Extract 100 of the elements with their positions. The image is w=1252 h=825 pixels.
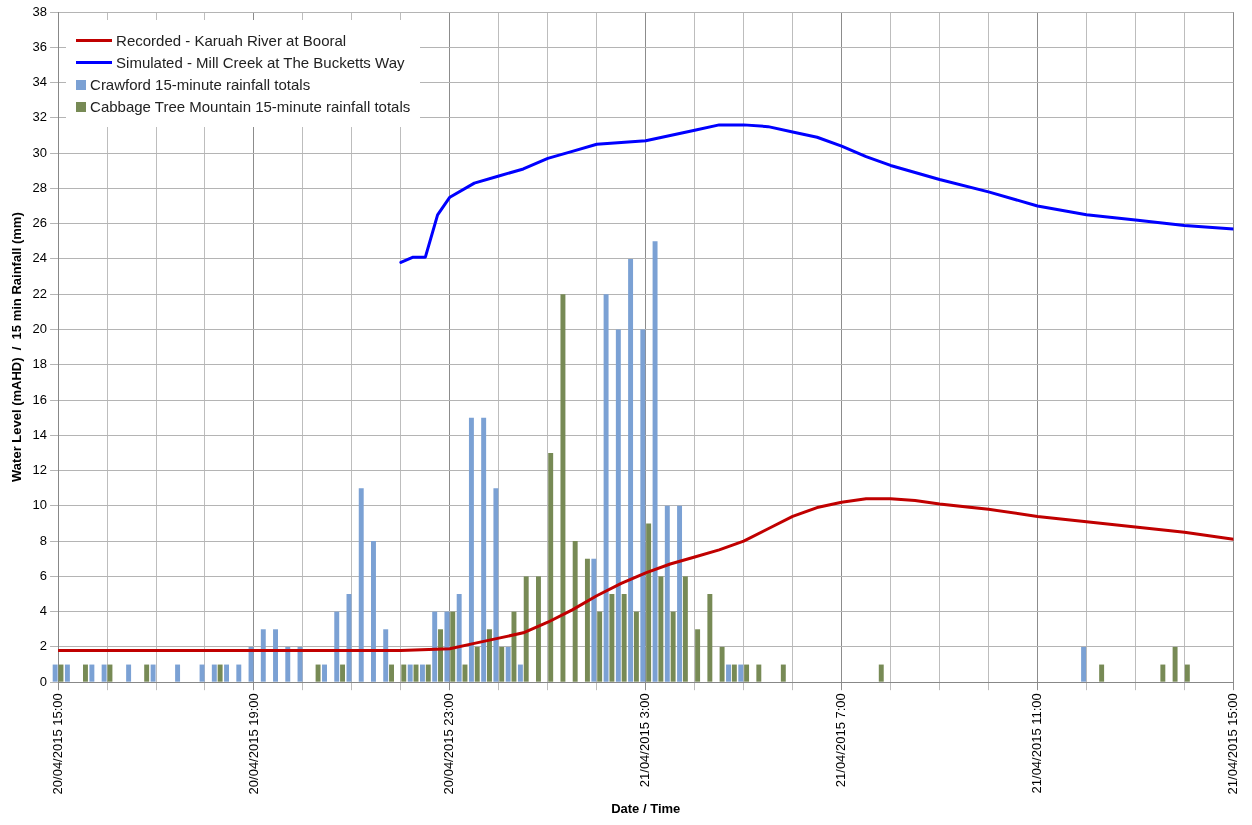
bar [438, 629, 443, 682]
bar [199, 664, 205, 682]
bar [572, 541, 578, 682]
x-tick-label: 20/04/2015 15:00 [49, 693, 65, 795]
bar [383, 629, 389, 682]
legend-label: Simulated - Mill Creek at The Bucketts Way [116, 54, 405, 71]
bar [334, 611, 340, 682]
bar [89, 664, 95, 682]
bar [695, 629, 701, 682]
bar [603, 294, 609, 682]
bar [517, 664, 523, 682]
bar [591, 558, 597, 682]
bar [633, 611, 639, 682]
bar [640, 329, 646, 682]
bar [371, 541, 376, 682]
bar [273, 629, 278, 682]
bar [780, 664, 786, 682]
bar [719, 646, 725, 682]
bar [597, 611, 603, 682]
bar [707, 594, 713, 682]
x-tick-label: 21/04/2015 15:00 [1224, 693, 1240, 795]
y-tick-label: 2 [39, 638, 48, 654]
x-tick-label: 20/04/2015 23:00 [441, 693, 457, 795]
bar [52, 664, 58, 682]
legend-label: Crawford 15-minute rainfall totals [90, 76, 311, 93]
y-tick-label: 12 [32, 462, 48, 478]
bar [175, 664, 181, 682]
bar [1184, 664, 1190, 682]
legend-label: Recorded - Karuah River at Booral [116, 32, 347, 49]
bar [425, 664, 431, 682]
y-tick-label: 4 [39, 603, 48, 619]
bar [652, 241, 658, 682]
y-tick-label: 18 [32, 356, 48, 372]
y-tick-label: 10 [32, 497, 48, 513]
y-tick-label: 22 [32, 285, 48, 301]
bar [511, 611, 517, 682]
bar [560, 294, 566, 682]
bar [126, 664, 132, 682]
legend-label: Cabbage Tree Mountain 15-minute rainfall totals [90, 98, 411, 115]
bar [101, 664, 107, 682]
x-tick-label: 20/04/2015 19:00 [245, 693, 261, 795]
bar [224, 664, 230, 682]
bar [682, 576, 688, 682]
bar [419, 664, 425, 682]
bar [548, 452, 554, 682]
bar [389, 664, 394, 682]
y-axis-title: Water Level (mAHD) / 15 min Rainfall (mm) [9, 212, 25, 482]
y-tick-label: 30 [32, 144, 48, 160]
bar [236, 664, 242, 682]
bar [217, 664, 223, 682]
bar [401, 664, 407, 682]
bar [1099, 664, 1105, 682]
bar [535, 576, 541, 682]
bar [481, 417, 487, 682]
bar [615, 329, 621, 682]
bar [493, 488, 499, 682]
bar [107, 664, 113, 682]
bar [646, 523, 652, 682]
bar [64, 664, 70, 682]
x-tick-label: 21/04/2015 11:00 [1029, 693, 1045, 794]
y-tick-label: 8 [39, 532, 48, 548]
bar [315, 664, 321, 682]
bar [450, 611, 456, 682]
y-tick-label: 32 [32, 109, 48, 125]
bar [621, 594, 627, 682]
bar [505, 646, 511, 682]
bar [474, 646, 480, 682]
bar [340, 664, 346, 682]
y-tick-label: 24 [32, 250, 48, 266]
y-tick-label: 28 [32, 179, 48, 195]
bar [584, 558, 590, 682]
bar [1081, 646, 1087, 682]
bar [82, 664, 88, 682]
y-tick-label: 0 [39, 673, 48, 689]
bar [677, 505, 683, 682]
bar [670, 611, 676, 682]
bar [738, 664, 744, 682]
bar [444, 611, 450, 682]
bar [499, 646, 505, 682]
x-axis-title: Date / Time [611, 800, 681, 816]
bar [468, 417, 474, 682]
bar [1172, 646, 1178, 682]
bar [1160, 664, 1166, 682]
bar [456, 594, 462, 682]
y-tick-label: 14 [32, 426, 48, 442]
bar [658, 576, 664, 682]
bar [487, 629, 492, 682]
bar [432, 611, 438, 682]
bar [878, 664, 884, 682]
bar [731, 664, 737, 682]
bar [358, 488, 364, 682]
x-tick-label: 21/04/2015 3:00 [637, 693, 653, 788]
bar [260, 629, 266, 682]
bar [58, 664, 64, 682]
y-tick-label: 20 [32, 321, 48, 337]
bar [664, 505, 670, 682]
bar [407, 664, 413, 682]
bar [150, 664, 156, 682]
y-tick-label: 26 [32, 215, 48, 231]
y-tick-label: 16 [32, 391, 48, 407]
